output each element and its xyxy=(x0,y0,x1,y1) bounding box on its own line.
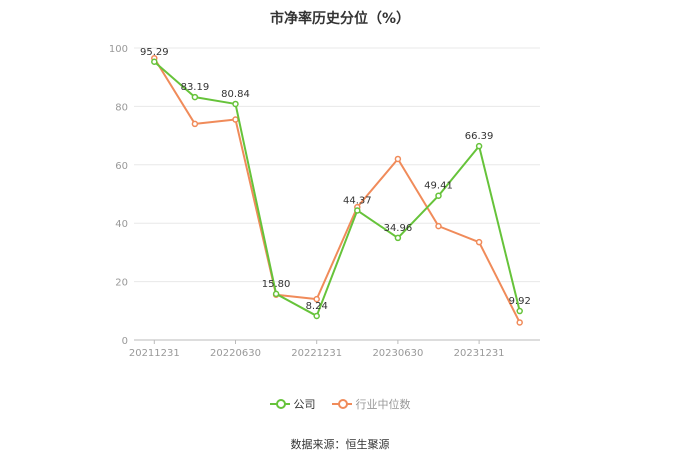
company-data-label: 8.24 xyxy=(306,301,328,312)
company-data-label: 95.29 xyxy=(140,47,169,58)
y-tick-label: 60 xyxy=(115,161,128,172)
data-source-note: 数据来源：恒生聚源 xyxy=(290,438,390,451)
y-tick-label: 0 xyxy=(122,336,128,347)
legend-industry-label: 行业中位数 xyxy=(355,398,411,411)
company-point xyxy=(435,192,442,199)
legend-item-industry[interactable]: 行业中位数 xyxy=(331,396,411,412)
company-point xyxy=(272,290,280,298)
y-tick-label: 20 xyxy=(115,278,128,289)
x-tick-label: 20221231 xyxy=(291,348,342,359)
x-tick-label: 20220630 xyxy=(210,348,261,359)
legend-industry-line-icon xyxy=(331,399,352,409)
industry-point xyxy=(232,116,239,123)
x-tick-label: 20211231 xyxy=(129,348,180,359)
company-data-label: 80.84 xyxy=(221,89,250,100)
company-point xyxy=(151,58,158,66)
grid-layer xyxy=(134,47,540,283)
company-point xyxy=(516,307,523,315)
company-data-label: 66.39 xyxy=(465,131,494,142)
company-data-label: 49.41 xyxy=(424,181,453,192)
company-point xyxy=(191,93,199,101)
company-data-label: 34.96 xyxy=(384,223,413,234)
industry-point xyxy=(191,120,199,128)
x-tick-label: 20231231 xyxy=(454,348,505,359)
industry-point xyxy=(435,222,442,230)
series-layer xyxy=(151,54,523,326)
y-tick-label: 80 xyxy=(115,102,128,113)
company-point xyxy=(232,100,239,108)
x-tick-label: 20230630 xyxy=(372,348,423,359)
axis-layer: 0 20 40 60 80 100 20211231 20220630 20221231 2023… xyxy=(109,44,540,359)
industry-point xyxy=(313,295,320,303)
y-tick-label: 40 xyxy=(115,219,128,230)
legend-item-company[interactable]: 公司 xyxy=(269,396,316,412)
y-tick-label: 100 xyxy=(109,44,128,55)
chart-title: 市净率历史分位（%） xyxy=(269,11,411,27)
data-label-layer: 95.29 83.19 80.84 15.80 8.24 44.37 34.96 49.41 6… xyxy=(140,47,531,312)
company-point xyxy=(313,312,320,320)
chart-canvas: 0 20 40 60 80 100 20211231 20220630 20221231 2023… xyxy=(109,44,540,359)
legend-company-label: 公司 xyxy=(293,398,316,411)
company-data-label: 83.19 xyxy=(181,82,210,93)
company-point xyxy=(475,142,483,150)
industry-point xyxy=(516,319,523,326)
company-data-label: 44.37 xyxy=(343,195,372,206)
legend-company-line-icon xyxy=(269,399,290,409)
industry-point xyxy=(394,155,402,163)
legend: 公司 行业中位数 xyxy=(0,396,680,412)
company-data-label: 15.80 xyxy=(262,279,291,290)
series-line-company xyxy=(153,60,521,317)
company-point xyxy=(354,207,361,214)
company-point xyxy=(394,234,402,242)
series-line-industry xyxy=(153,57,521,323)
company-data-label: 9.92 xyxy=(509,296,531,307)
industry-point xyxy=(475,238,483,246)
